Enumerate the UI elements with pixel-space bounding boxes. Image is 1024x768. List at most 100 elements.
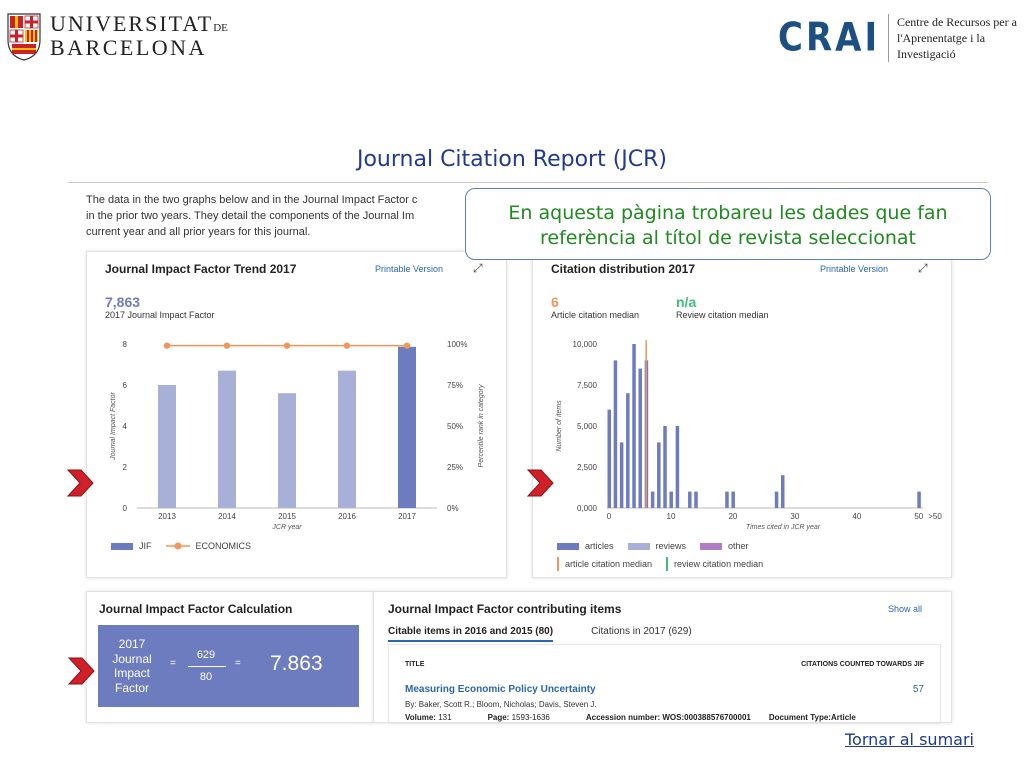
y2-axis-label: Percentile rank in category: [478, 384, 485, 467]
title-divider: [68, 182, 988, 183]
x-axis-label: JCR year: [271, 524, 302, 531]
x-tick-label: 2015: [278, 512, 296, 521]
formula-label: 2017 Journal Impact Factor: [112, 637, 152, 695]
y-tick-label: 8: [123, 340, 128, 349]
y-tick-label: 2,500: [577, 463, 598, 472]
legend-economics: ECONOMICS: [165, 541, 251, 551]
article-bar: [638, 368, 642, 508]
item-meta: Volume: 131 Page: 1593-1636 Accession nu…: [405, 713, 856, 722]
article-bar: [619, 442, 624, 508]
y-tick-label: 0,000: [577, 504, 598, 513]
article-bar: [917, 491, 921, 508]
page-title: Journal Citation Report (JCR): [356, 147, 668, 172]
y2-tick-label: 75%: [447, 381, 463, 390]
ub-wordmark: UNIVERSITATDE BARCELONA: [50, 13, 228, 59]
x-tick-label: >50: [928, 512, 942, 521]
show-all-link[interactable]: Show all: [888, 604, 923, 614]
economics-point: [403, 342, 411, 349]
article-bar: [650, 491, 655, 508]
x-tick-label: 2017: [398, 512, 416, 521]
pointer-arrow-icon: [526, 469, 554, 497]
panel-title: Journal Impact Factor Calculation: [99, 602, 293, 616]
article-bar: [731, 491, 735, 508]
y-tick-label: 2: [123, 463, 128, 472]
equals-sign: =: [170, 658, 176, 669]
x-tick-label: 10: [667, 512, 676, 521]
item-volume: 131: [438, 713, 452, 722]
article-bar: [613, 360, 618, 508]
ub-shield-icon: [7, 13, 41, 61]
x-tick-label: 2014: [218, 512, 236, 521]
jif-trend-panel: Journal Impact Factor Trend 2017 Printab…: [86, 251, 507, 578]
article-bar: [774, 491, 779, 508]
jif-bar: [398, 346, 416, 508]
expand-icon[interactable]: ⤢: [918, 261, 928, 275]
pointer-arrow-icon: [66, 469, 94, 497]
y2-tick-label: 25%: [447, 463, 463, 472]
trend-legend: JIF ECONOMICS: [111, 541, 265, 551]
y-tick-label: 10,000: [573, 340, 598, 349]
printable-version-link[interactable]: Printable Version: [820, 264, 889, 274]
x-tick-label: 40: [852, 512, 861, 521]
jif-bar: [278, 393, 296, 508]
article-bar: [688, 491, 692, 508]
y-tick-label: 4: [123, 422, 128, 431]
x-tick-label: 50: [914, 512, 923, 521]
article-median-label: Article citation median: [551, 310, 640, 320]
numerator: 629: [196, 649, 216, 661]
article-bar: [657, 442, 661, 508]
x-tick-label: 30: [790, 512, 799, 521]
tab-citations[interactable]: Citations in 2017 (629): [591, 626, 692, 637]
crai-mark: CRAI: [778, 15, 881, 61]
jif-value-label: 2017 Journal Impact Factor: [105, 310, 215, 320]
back-to-summary-link[interactable]: Tornar al sumari: [845, 730, 974, 749]
tab-citable-items[interactable]: Citable items in 2016 and 2015 (80): [388, 626, 554, 642]
pointer-arrow-icon: [67, 657, 95, 685]
panel-title: Journal Impact Factor contributing items: [388, 602, 622, 616]
item-doctype: Article: [830, 713, 856, 722]
legend-reviews: reviews: [627, 541, 686, 551]
jif-result: 7.863: [270, 652, 323, 675]
jif-bar: [218, 370, 236, 508]
legend-articles: articles: [557, 541, 614, 551]
intro-text: The data in the two graphs below and in …: [86, 192, 506, 240]
article-bar: [607, 409, 611, 508]
economics-point: [343, 342, 351, 349]
jif-value: 7,863: [105, 294, 141, 310]
expand-icon[interactable]: ⤢: [473, 261, 483, 275]
crai-separator: [888, 14, 889, 62]
column-header-title: TITLE: [405, 661, 425, 668]
citation-distribution-chart: 0,000 2,500 5,000 7,500 10,000 0 10 20 30 40 50 >50…: [556, 340, 942, 531]
article-bar: [694, 491, 698, 508]
items-tabs: Citable items in 2016 and 2015 (80) Cita…: [388, 626, 730, 642]
legend-jif: JIF: [111, 541, 152, 551]
dist-legend-row-1: articles reviews other: [557, 541, 763, 551]
x-tick-label: 20: [728, 512, 737, 521]
denominator: 80: [199, 671, 213, 683]
contributing-items-panel: Journal Impact Factor contributing items…: [373, 591, 952, 724]
callout-line-1: En aquesta pàgina trobareu les dades que…: [508, 202, 948, 224]
ub-line2: BARCELONA: [50, 35, 207, 60]
crai-line2: l'Aprenentatge i la Investigació: [896, 31, 986, 61]
printable-version-link[interactable]: Printable Version: [375, 264, 444, 274]
item-authors: By: Baker, Scott R.; Bloom, Nicholas; Da…: [405, 700, 597, 709]
jif-bar: [158, 385, 176, 508]
article-bar: [626, 393, 630, 508]
dist-legend-row-2: article citation median review citation …: [557, 557, 777, 571]
item-title-link[interactable]: Measuring Economic Policy Uncertainty: [405, 684, 596, 695]
ub-line1-suffix: DE: [213, 22, 228, 34]
economics-point: [283, 342, 291, 349]
jif-formula-box: 2017 Journal Impact Factor = 629 80 = 7.…: [98, 625, 359, 707]
intro-line-2: in the prior two years. They detail the …: [86, 210, 415, 222]
legend-article-median: article citation median: [557, 557, 652, 571]
economics-point: [163, 342, 171, 349]
article-bar: [669, 491, 673, 508]
article-bar: [725, 491, 729, 508]
item-citation-count[interactable]: 57: [912, 684, 924, 695]
y2-tick-label: 0%: [447, 504, 459, 513]
article-bar: [632, 344, 636, 508]
jif-bar: [338, 370, 356, 508]
item-accession: WOS:000388576700001: [662, 713, 751, 722]
x-axis-label: Times cited in JCR year: [746, 524, 821, 531]
